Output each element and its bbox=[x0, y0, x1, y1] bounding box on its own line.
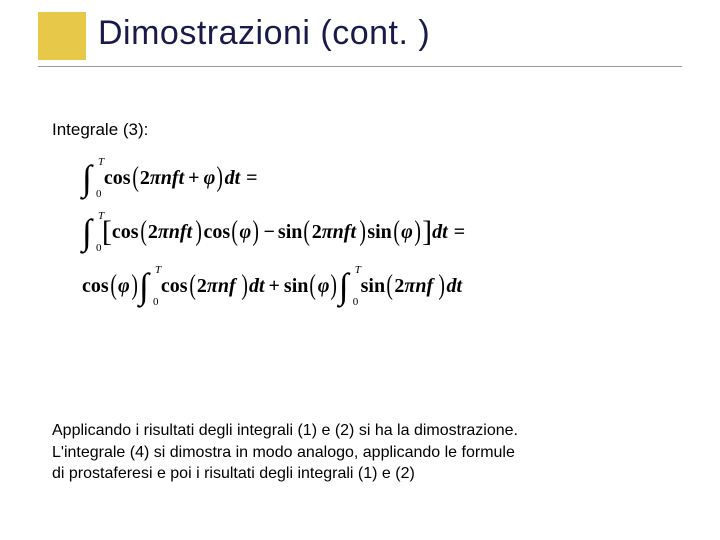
conclusion-line-3: di prostaferesi e poi i risultati degli … bbox=[52, 465, 415, 482]
conclusion-line-1: Applicando i risultati degli integrali (… bbox=[52, 422, 518, 439]
equals: = bbox=[246, 167, 257, 190]
equation-line-1: ∫ T 0 cos ( 2 π n f t + φ ) dt = bbox=[82, 160, 672, 196]
conclusion-line-2: L'integrale (4) si dimostra in modo anal… bbox=[52, 444, 515, 461]
upper-bound: T bbox=[98, 156, 104, 168]
equation-line-3: cos ( φ ) ∫ T 0 cos ( 2 π n f ) dt + sin… bbox=[82, 268, 672, 304]
integral-sign: ∫ T 0 bbox=[339, 268, 349, 304]
integral-sign: ∫ T 0 bbox=[82, 214, 92, 250]
slide-title: Dimostrazioni (cont. ) bbox=[98, 14, 430, 53]
accent-square bbox=[38, 12, 86, 60]
cos-fn: cos bbox=[104, 167, 131, 190]
integral-sign: ∫ T 0 bbox=[82, 160, 92, 196]
section-label: Integrale (3): bbox=[52, 120, 672, 140]
conclusion-text: Applicando i risultati degli integrali (… bbox=[52, 420, 672, 485]
dt: dt bbox=[225, 167, 241, 190]
content-area: Integrale (3): ∫ T 0 cos ( 2 π n f t + φ… bbox=[52, 120, 672, 322]
lower-bound: 0 bbox=[96, 188, 102, 200]
equation-line-2: ∫ T 0 [ cos ( 2 π n f t ) cos ( φ ) − si… bbox=[82, 214, 672, 250]
integral-sign: ∫ T 0 bbox=[139, 268, 149, 304]
title-underline bbox=[38, 66, 682, 67]
